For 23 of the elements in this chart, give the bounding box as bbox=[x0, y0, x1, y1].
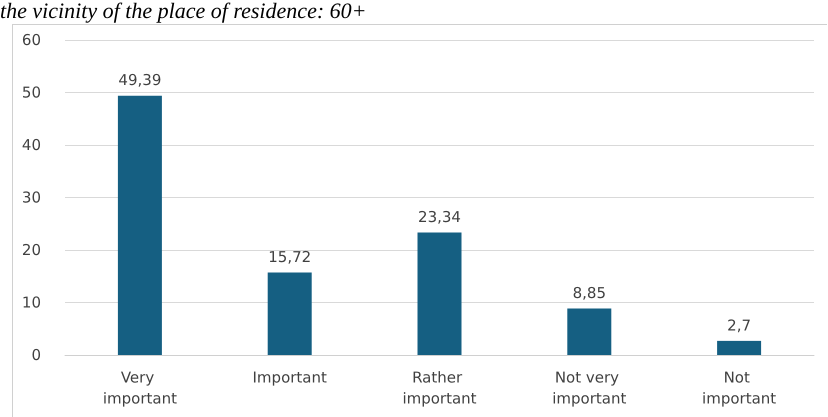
y-tick-label: 0 bbox=[31, 346, 41, 364]
y-tick-label: 10 bbox=[22, 294, 41, 312]
y-tick-label: 40 bbox=[22, 136, 41, 154]
bar bbox=[717, 340, 762, 355]
data-label: 23,34 bbox=[418, 208, 461, 226]
bar bbox=[418, 232, 462, 355]
y-tick-label: 30 bbox=[22, 188, 41, 206]
x-tick-label: Not important bbox=[702, 368, 776, 408]
data-label: 49,39 bbox=[118, 71, 162, 90]
x-tick-label: Not very important bbox=[552, 368, 626, 408]
chart-title: the vicinity of the place of residence: 60+ bbox=[0, 0, 367, 24]
x-tick-label: Rather important bbox=[402, 368, 477, 408]
y-tick-label: 50 bbox=[22, 84, 41, 102]
x-tick-label: Very important bbox=[102, 368, 178, 408]
x-tick-label: Important bbox=[252, 368, 327, 386]
bar bbox=[567, 308, 612, 355]
data-label: 15,72 bbox=[268, 248, 312, 266]
y-tick-label: 60 bbox=[22, 31, 41, 49]
bar bbox=[118, 96, 162, 355]
data-label: 8,85 bbox=[572, 284, 606, 302]
y-tick-label: 20 bbox=[22, 241, 41, 259]
bar bbox=[268, 272, 312, 355]
data-label: 2,7 bbox=[727, 316, 752, 334]
